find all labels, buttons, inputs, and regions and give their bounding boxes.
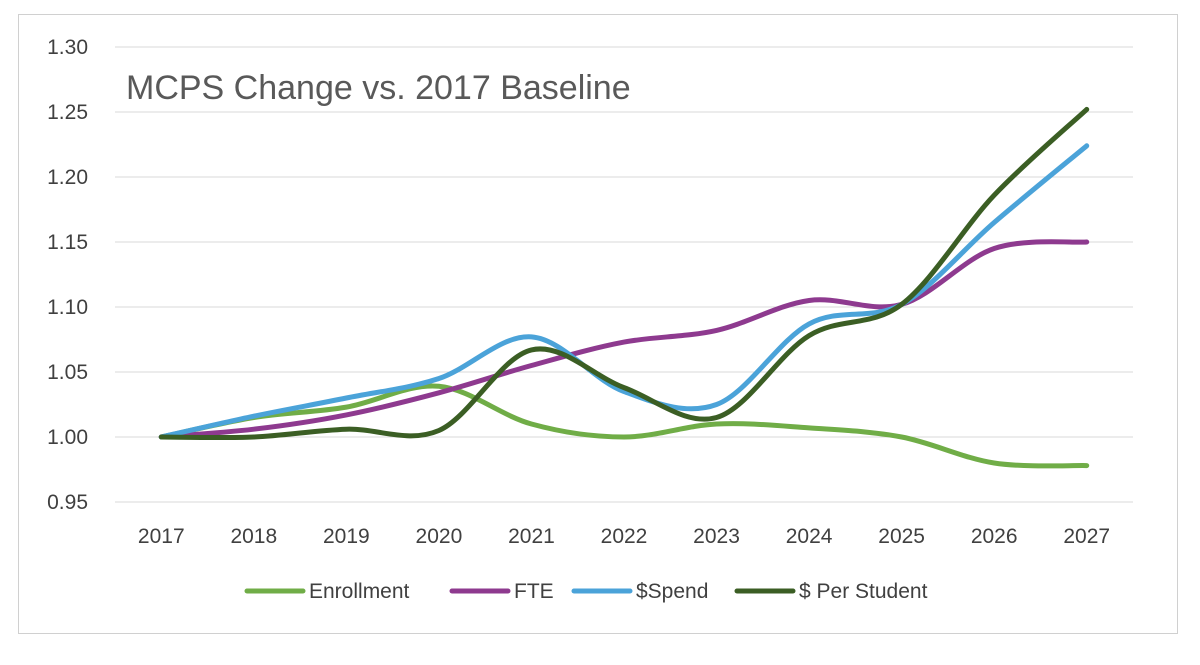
gridlines [115,46,1133,503]
y-tick-label: 1.25 [47,101,88,124]
x-axis-tick-labels: 2017 2018 2019 2020 2021 2022 2023 2024 2025 2026… [138,525,1110,548]
legend-label: $ Per Student [799,580,928,603]
chart-frame [18,14,1178,634]
series-line-spend [158,143,1090,440]
y-tick-label: 1.10 [47,296,88,319]
x-tick-label: 2025 [878,525,925,548]
legend-label: Enrollment [309,580,410,603]
legend-label: FTE [514,580,554,603]
series-lines [158,106,1090,469]
x-tick-label: 2026 [971,525,1018,548]
y-tick-label: 1.20 [47,166,88,189]
legend-label: $Spend [636,580,708,603]
y-axis-tick-labels: 1.30 1.25 1.20 1.15 1.10 1.05 1.00 0.95 [47,36,88,514]
series-line-fte [158,239,1090,440]
y-tick-label: 0.95 [47,491,88,514]
y-tick-label: 1.00 [47,426,88,449]
x-tick-label: 2021 [508,525,555,548]
y-tick-label: 1.05 [47,361,88,384]
x-tick-label: 2024 [786,525,833,548]
x-tick-label: 2023 [693,525,740,548]
series-line-per-student [158,106,1090,441]
x-tick-label: 2019 [323,525,370,548]
series-line-enrollment [158,383,1090,469]
x-tick-label: 2022 [601,525,648,548]
y-tick-label: 1.30 [47,36,88,59]
x-tick-label: 2017 [138,525,185,548]
y-tick-label: 1.15 [47,231,88,254]
chart-title: MCPS Change vs. 2017 Baseline [126,69,631,107]
x-tick-label: 2027 [1063,525,1110,548]
legend: Enrollment FTE $Spend $ Per Student [244,580,928,603]
x-tick-label: 2018 [230,525,277,548]
x-tick-label: 2020 [416,525,463,548]
